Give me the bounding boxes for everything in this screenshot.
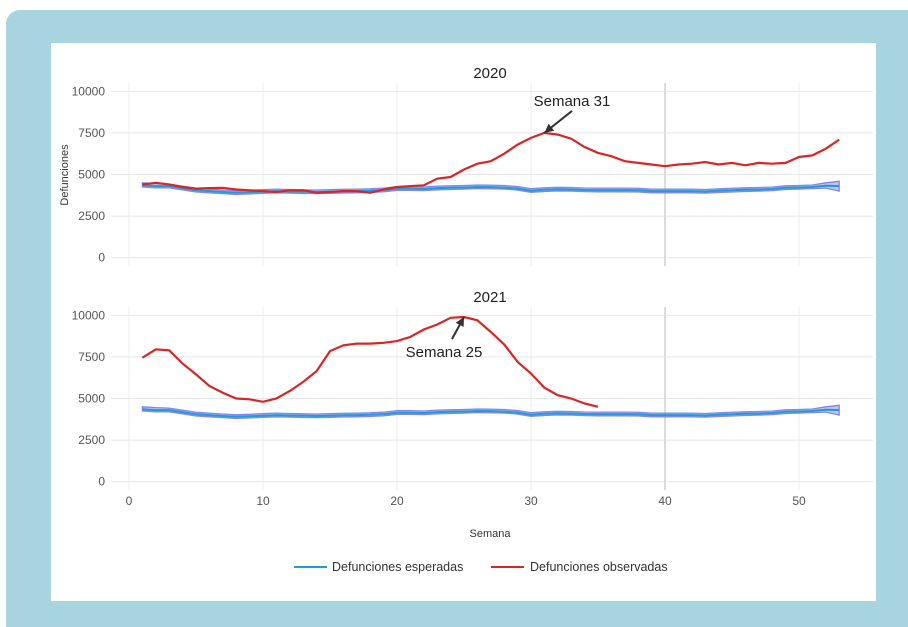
panel-2021: 2021 0 2500 5000 7500 10000 Semana 25	[72, 289, 873, 490]
grid-2020	[111, 83, 873, 266]
x-tick-label: 10	[256, 494, 270, 508]
y-tick-label: 10000	[72, 308, 106, 322]
y-axis-label: Defunciones	[59, 144, 71, 206]
annotation-arrow-head	[544, 123, 555, 133]
expected-deaths-line	[142, 408, 840, 418]
y-ticks-2021: 0 2500 5000 7500 10000	[72, 308, 106, 488]
annotation-2021: Semana 25	[406, 316, 483, 361]
y-tick-label: 5000	[78, 168, 105, 182]
chart-panel: 2020 0 2500 5000 7500 10000 Semana 31 2021 0…	[51, 43, 876, 601]
x-axis-label: Semana	[470, 528, 512, 540]
legend: Defunciones esperadas Defunciones observ…	[294, 560, 668, 574]
panel-title-2021: 2021	[473, 289, 506, 306]
grid-2021	[111, 307, 873, 490]
y-tick-label: 7500	[78, 350, 105, 364]
legend-label-expected: Defunciones esperadas	[332, 560, 463, 574]
x-tick-label: 20	[390, 494, 404, 508]
y-ticks-2020: 0 2500 5000 7500 10000	[72, 84, 106, 264]
annotation-2020: Semana 31	[534, 93, 611, 134]
lines-2020	[142, 131, 840, 194]
observed-deaths-line	[142, 131, 840, 194]
panel-2020: 2020 0 2500 5000 7500 10000 Semana 31	[72, 65, 873, 266]
y-tick-label: 7500	[78, 126, 105, 140]
x-tick-label: 50	[792, 494, 806, 508]
x-ticks: 0 10 20 30 40 50	[126, 494, 806, 508]
annotation-label-2020: Semana 31	[534, 93, 611, 110]
y-tick-label: 5000	[78, 392, 105, 406]
y-tick-label: 10000	[72, 84, 106, 98]
x-tick-label: 30	[524, 494, 538, 508]
x-tick-label: 0	[126, 494, 133, 508]
lines-2021	[141, 315, 840, 418]
annotation-arrow-head	[455, 316, 464, 327]
x-tick-label: 40	[658, 494, 672, 508]
y-tick-label: 2500	[78, 433, 105, 447]
y-tick-label: 0	[98, 475, 105, 489]
legend-label-observed: Defunciones observadas	[530, 560, 668, 574]
annotation-label-2021: Semana 25	[406, 344, 483, 361]
panel-title-2020: 2020	[473, 65, 506, 82]
observed-deaths-line	[141, 315, 599, 408]
y-tick-label: 0	[98, 251, 105, 265]
y-tick-label: 2500	[78, 209, 105, 223]
